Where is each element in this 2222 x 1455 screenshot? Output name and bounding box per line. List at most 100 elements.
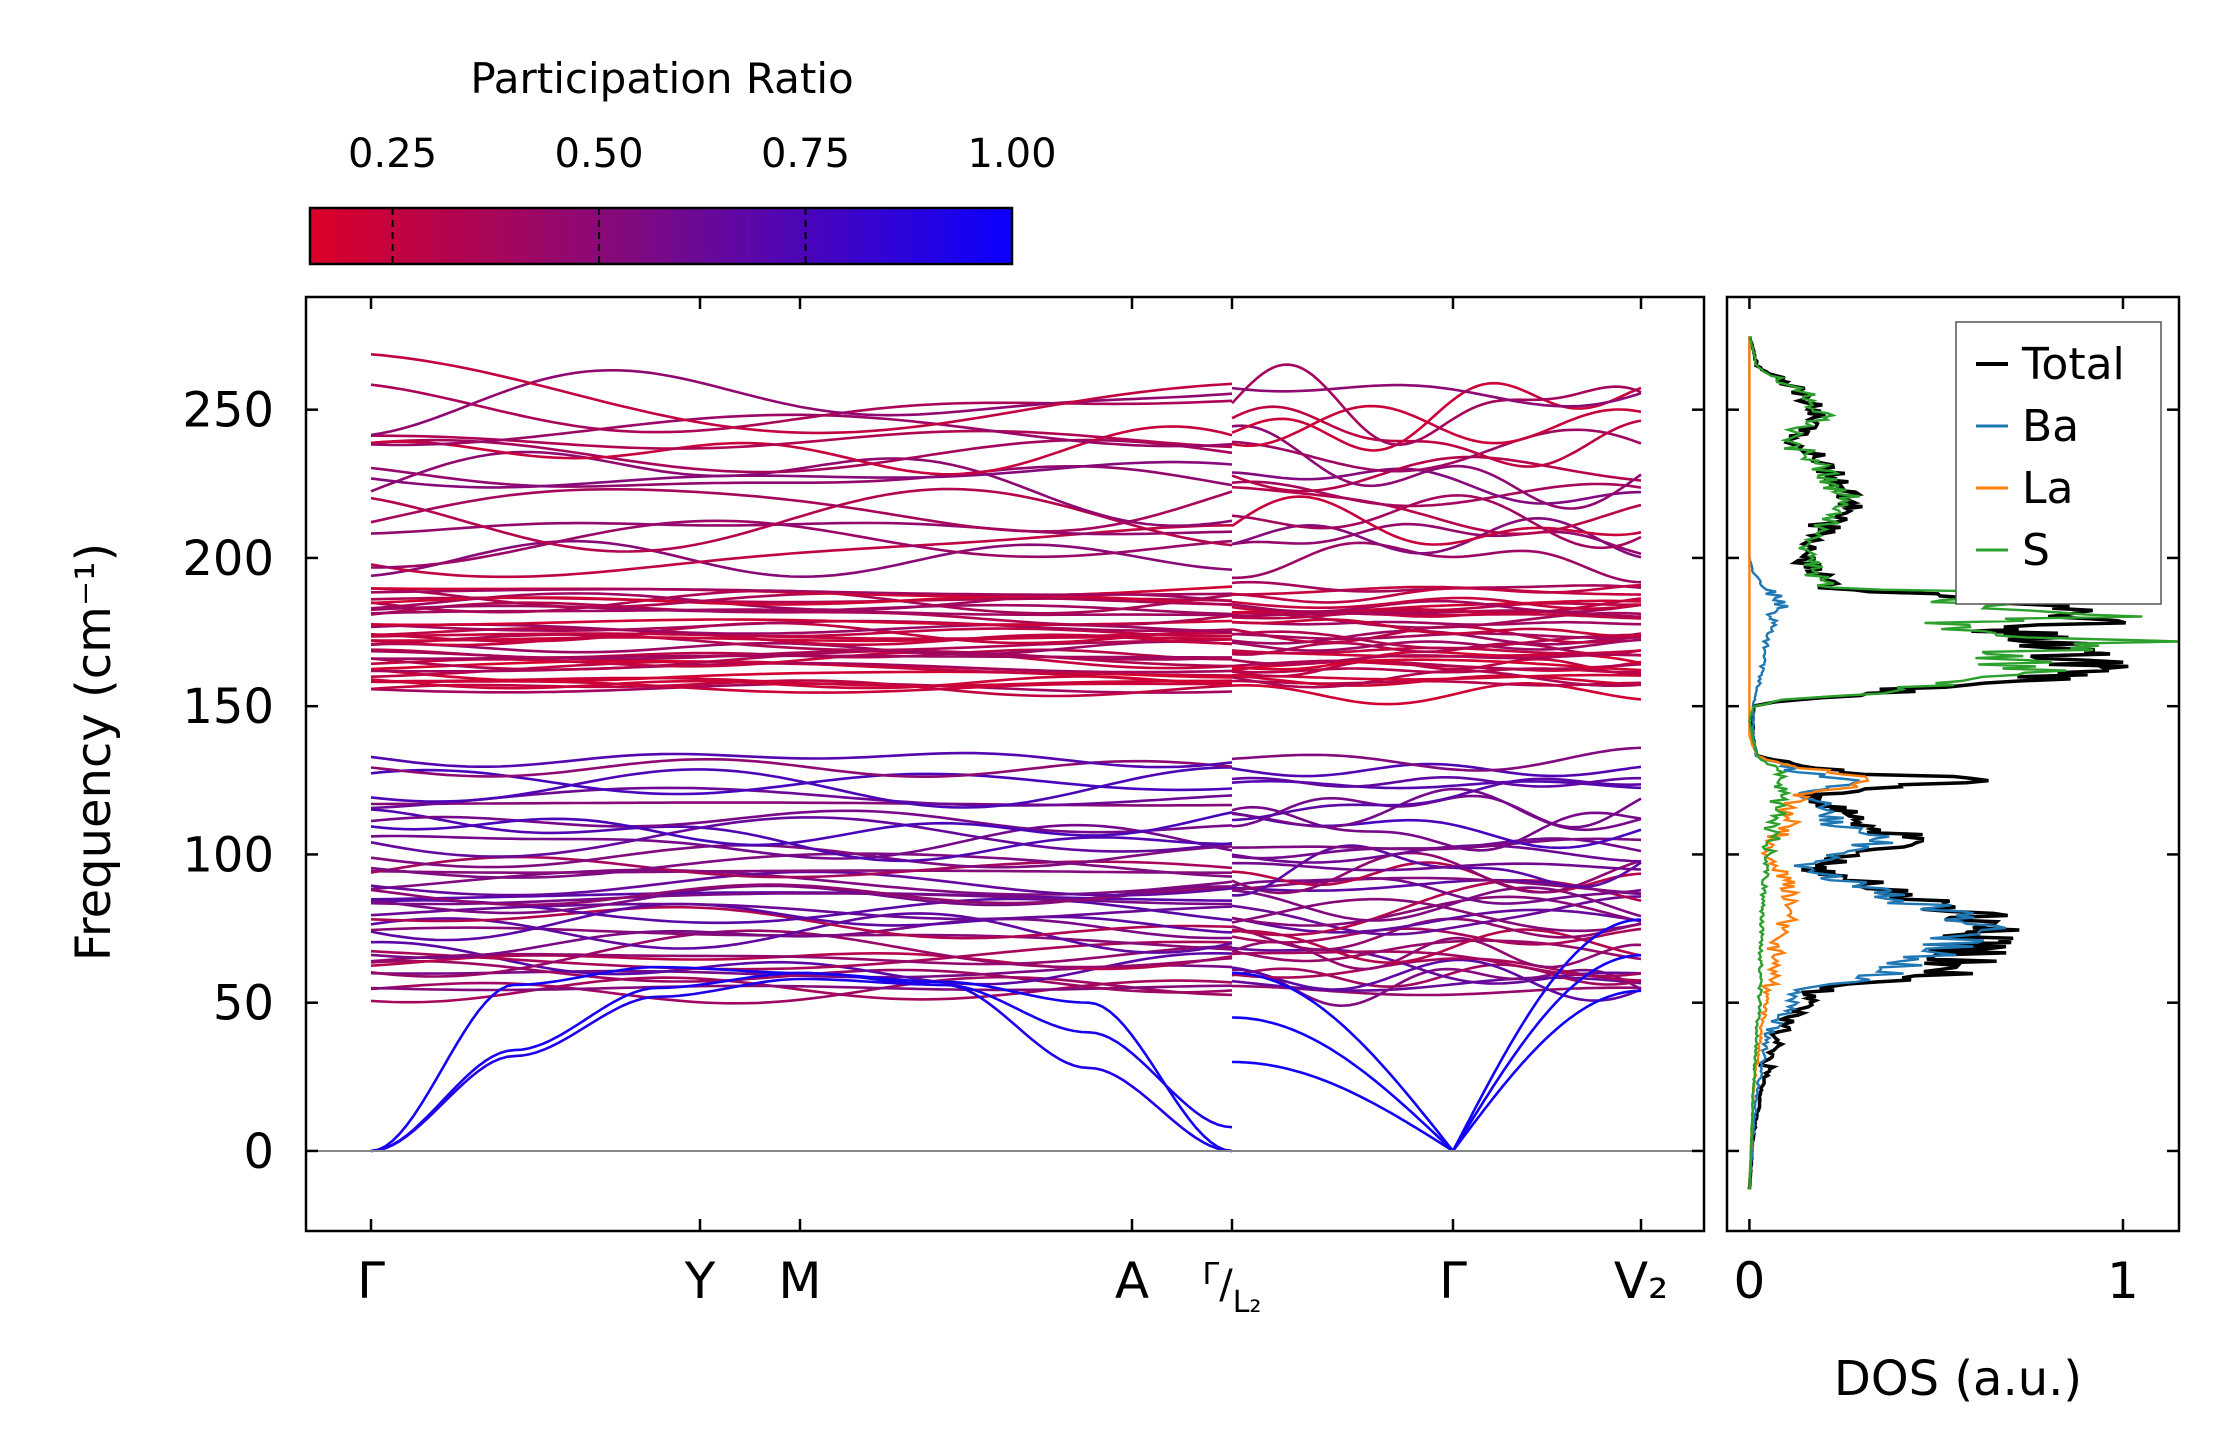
phonon-band	[1231, 653, 1642, 666]
phonon-band	[1231, 971, 1455, 1152]
k-point-label: A	[1115, 1252, 1149, 1310]
y-tick-label: 150	[182, 679, 274, 735]
phonon-band	[1231, 585, 1642, 596]
phonon-band	[1231, 879, 1642, 937]
phonon-band	[1231, 495, 1642, 546]
phonon-band	[1231, 522, 1642, 555]
phonon-band	[1231, 632, 1642, 641]
phonon-band	[1232, 1060, 1454, 1153]
phonon-band	[1231, 876, 1642, 905]
dos-curve-la	[1748, 336, 1870, 1190]
phonon-band	[370, 519, 1233, 569]
phonon-band	[370, 383, 1233, 434]
phonon-band	[370, 603, 1233, 616]
phonon-band	[1231, 886, 1642, 922]
phonon-band	[370, 844, 1233, 869]
phonon-band	[370, 353, 1233, 435]
dos-x-tick-label: 1	[2107, 1252, 2139, 1310]
phonon-bands	[370, 353, 1642, 1153]
phonon-band	[1232, 673, 1642, 681]
phonon-band	[1231, 908, 1642, 934]
phonon-band	[1231, 844, 1642, 897]
phonon-band	[1231, 746, 1642, 772]
phonon-band	[1231, 618, 1642, 638]
phonon-band	[1451, 989, 1642, 1152]
phonon-band	[370, 816, 1233, 858]
phonon-band	[370, 852, 1233, 879]
phonon-band	[370, 460, 1233, 489]
legend-label-ba: Ba	[2022, 401, 2079, 452]
phonon-band	[370, 823, 1233, 860]
phonon-band	[370, 587, 1233, 596]
phonon-band	[1231, 480, 1642, 508]
legend-label-s: S	[2022, 525, 2050, 576]
y-axis-label: Frequency (cm⁻¹)	[66, 543, 122, 961]
phonon-band	[1231, 599, 1642, 613]
phonon-band	[1231, 776, 1641, 788]
phonon-band	[1231, 963, 1642, 988]
dos-x-axis-label: DOS (a.u.)	[1834, 1351, 2082, 1407]
y-tick-label: 100	[182, 827, 274, 883]
k-point-label: V₂	[1614, 1252, 1668, 1310]
colorbar-tick-label: 0.25	[348, 131, 437, 177]
phonon-band	[370, 487, 1233, 553]
phonon-band	[370, 369, 1233, 437]
y-tick-label: 250	[182, 383, 274, 439]
phonon-band	[371, 429, 1233, 450]
phonon-band	[1231, 939, 1642, 963]
phonon-band	[370, 651, 1233, 670]
phonon-band	[370, 976, 1233, 1004]
phonon-band	[1231, 620, 1641, 626]
phonon-band	[370, 929, 1233, 978]
phonon-band	[370, 945, 1233, 966]
k-point-label: M	[778, 1252, 821, 1310]
colorbar-tick-label: 0.75	[761, 131, 850, 177]
y-tick-label: 200	[182, 531, 274, 587]
dos-curves	[1747, 336, 2179, 1190]
k-point-label: Γ	[1439, 1252, 1467, 1310]
phonon-band	[370, 450, 1233, 527]
phonon-band	[370, 679, 1233, 698]
phonon-band	[1231, 958, 1642, 1002]
phonon-band	[1231, 682, 1642, 706]
dos-curve-s	[1748, 336, 2179, 1190]
phonon-band	[1231, 957, 1642, 982]
phonon-band	[1231, 659, 1642, 671]
phonon-band	[1231, 596, 1642, 610]
colorbar-label: Participation Ratio	[470, 54, 853, 103]
phonon-band	[370, 488, 1233, 533]
phonon-band	[370, 668, 1232, 684]
phonon-band	[370, 892, 1232, 906]
phonon-band	[1231, 1016, 1454, 1152]
phonon-band	[370, 883, 1233, 907]
phonon-band	[1231, 583, 1642, 604]
phonon-band	[1451, 918, 1641, 1152]
phonon-band	[1231, 381, 1642, 452]
phonon-band	[1232, 541, 1642, 584]
dos-axes-frame	[1725, 295, 2181, 1233]
band-structure-panel: 0 50 100 150 200 250 Γ Y M A Γ/L₂ Γ V₂ Frequency (c…	[66, 295, 1706, 1320]
phonon-band	[1231, 467, 1642, 505]
colorbar: Participation Ratio 0.25 0.50 0.75 1.00	[308, 54, 1057, 266]
phonon-band	[370, 977, 1233, 1153]
phonon-band	[370, 808, 1233, 863]
phonon-band	[370, 619, 1233, 633]
phonon-band	[1231, 837, 1642, 851]
dos-panel: 0 1 DOS (a.u.) Total Ba La S	[1725, 295, 2181, 1407]
phonon-band	[370, 649, 1233, 661]
phonon-band	[370, 661, 1233, 674]
k-point-label: Γ/L₂	[1203, 1257, 1262, 1320]
phonon-band	[1451, 953, 1642, 1152]
dos-x-tick-label: 0	[1734, 1252, 1766, 1310]
phonon-band	[1232, 861, 1642, 872]
legend-label-la: La	[2022, 463, 2073, 514]
k-point-label: Y	[684, 1252, 716, 1310]
phonon-band	[1231, 950, 1642, 978]
phonon-band	[370, 521, 1233, 536]
phonon-band	[1231, 404, 1642, 448]
phonon-band	[370, 632, 1233, 647]
phonon-band	[1231, 485, 1642, 536]
phonon-band	[1231, 455, 1642, 493]
phonon-band	[370, 917, 1233, 959]
